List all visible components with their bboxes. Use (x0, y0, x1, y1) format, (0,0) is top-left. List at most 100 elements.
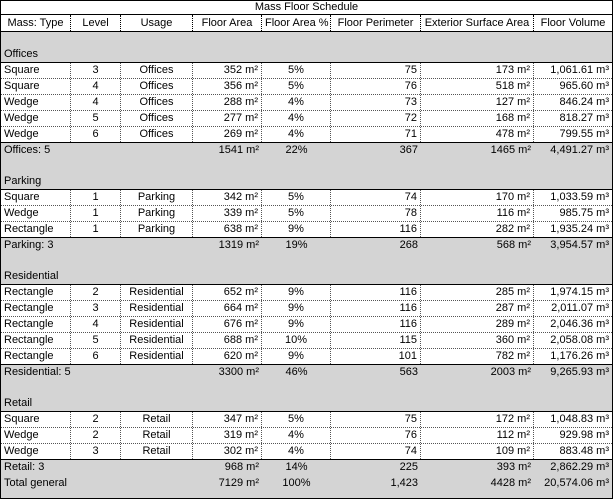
cell-perim: 75 (331, 412, 421, 427)
group-subtotal-row: Residential: 5 3300 m² 46% 563 2003 m² 9,265.… (1, 365, 612, 381)
cell-area: 342 m² (193, 190, 262, 205)
cell-perim: 225 (399, 461, 418, 473)
group-header-row[interactable]: Retail (1, 396, 612, 412)
cell-area: 968 m² (224, 461, 259, 473)
group-header-row[interactable]: Parking (1, 174, 612, 190)
column-level-header[interactable]: Level (71, 15, 121, 31)
cell-perim: 116 (331, 301, 421, 316)
cell-pct: 5% (262, 206, 331, 221)
cell-usage: Retail (121, 444, 193, 459)
group-label: Parking (4, 175, 42, 187)
column-mass-type-header[interactable]: Mass: Type (1, 15, 71, 31)
table-row[interactable]: Rectangle 1 Parking 638 m² 9% 116 282 m² 1,935.… (1, 222, 612, 238)
cell-ext: 1465 m² (490, 144, 531, 156)
group-label: Retail (4, 397, 33, 409)
table-row[interactable]: Wedge 2 Retail 319 m² 4% 76 112 m² 929.98 m³ (1, 428, 612, 444)
cell-area: 664 m² (193, 301, 262, 316)
cell-area: 638 m² (193, 222, 262, 237)
table-row[interactable]: Wedge 3 Retail 302 m² 4% 74 109 m² 883.48 m³ (1, 444, 612, 460)
cell-perim: 116 (331, 317, 421, 332)
table-row[interactable]: Wedge 5 Offices 277 m² 4% 72 168 m² 818.27 m³ (1, 111, 612, 127)
cell-ext: 289 m² (421, 317, 534, 332)
cell-pct: 4% (262, 428, 331, 443)
cell-vol: 818.27 m³ (559, 112, 609, 124)
cell-ext: 4428 m² (490, 477, 531, 489)
cell-vol: 2,862.29 m³ (550, 461, 609, 473)
table-row[interactable]: Rectangle 6 Residential 620 m² 9% 101 782 m² 1,… (1, 349, 612, 365)
cell-level (71, 476, 121, 493)
cell-perim: 367 (399, 144, 418, 156)
cell-pct: 9% (262, 222, 331, 237)
cell-usage: Residential (121, 317, 193, 332)
table-row[interactable]: Wedge 1 Parking 339 m² 5% 78 116 m² 985.75 m³ (1, 206, 612, 222)
cell-level: 6 (71, 127, 121, 142)
group-header-row[interactable]: Offices (1, 47, 612, 63)
column-floor-area-pct-header[interactable]: Floor Area % (262, 15, 331, 31)
cell-ext: 360 m² (421, 333, 534, 348)
cell-area: 277 m² (193, 111, 262, 126)
cell-ext: 172 m² (421, 412, 534, 427)
group-header-row[interactable]: Residential (1, 269, 612, 285)
table-row[interactable]: Square 2 Retail 347 m² 5% 75 172 m² 1,048.83 m³ (1, 412, 612, 428)
cell-ext: 173 m² (421, 63, 534, 78)
cell-usage: Residential (121, 333, 193, 348)
cell-pct: 5% (262, 190, 331, 205)
cell-usage: Retail (121, 412, 193, 427)
column-floor-volume-header[interactable]: Floor Volume (540, 17, 606, 29)
cell-area: 288 m² (193, 95, 262, 110)
group-subtotal-row: Retail: 3 968 m² 14% 225 393 m² 2,862.29 m³ (1, 460, 612, 476)
cell-type: Rectangle (1, 349, 71, 364)
cell-type: Total general (4, 477, 67, 489)
column-floor-area-header[interactable]: Floor Area (193, 15, 262, 31)
cell-type: Offices: 5 (4, 144, 51, 156)
cell-ext: 112 m² (421, 428, 534, 443)
cell-perim: 74 (331, 444, 421, 459)
column-exterior-surface-area-header[interactable]: Exterior Surface Area (421, 15, 534, 31)
cell-level: 4 (71, 95, 121, 110)
cell-vol: 9,265.93 m³ (550, 366, 609, 378)
table-row[interactable]: Rectangle 5 Residential 688 m² 10% 115 360 m² 2… (1, 333, 612, 349)
table-row[interactable]: Wedge 4 Offices 288 m² 4% 73 127 m² 846.24 m³ (1, 95, 612, 111)
cell-usage (121, 365, 193, 381)
group-spacer (1, 254, 612, 269)
column-usage-header[interactable]: Usage (121, 15, 193, 31)
cell-perim: 563 (399, 366, 418, 378)
schedule-title: Mass Floor Schedule (1, 1, 612, 15)
table-row[interactable]: Rectangle 3 Residential 664 m² 9% 116 287 m² 2,… (1, 301, 612, 317)
cell-vol: 846.24 m³ (559, 96, 609, 108)
cell-usage: Residential (121, 285, 193, 300)
cell-usage: Parking (121, 206, 193, 221)
cell-area: 1541 m² (218, 144, 259, 156)
cell-usage: Parking (121, 190, 193, 205)
table-row[interactable]: Rectangle 2 Residential 652 m² 9% 116 285 m² 1,… (1, 285, 612, 301)
table-header-row: Mass: Type Level Usage Floor Area Floor Area… (1, 15, 612, 32)
table-row[interactable]: Square 4 Offices 356 m² 5% 76 518 m² 965.60 m³ (1, 79, 612, 95)
group-spacer (1, 159, 612, 174)
cell-area: 269 m² (193, 127, 262, 142)
cell-level: 1 (71, 206, 121, 221)
cell-area: 688 m² (193, 333, 262, 348)
cell-level: 4 (71, 317, 121, 332)
cell-ext: 109 m² (421, 444, 534, 459)
table-row[interactable]: Square 3 Offices 352 m² 5% 75 173 m² 1,061.61 m… (1, 63, 612, 79)
cell-area: 1319 m² (218, 239, 259, 251)
cell-vol: 1,033.59 m³ (550, 191, 609, 203)
group-label: Offices (4, 48, 39, 60)
table-row[interactable]: Rectangle 4 Residential 676 m² 9% 116 289 m² 2,… (1, 317, 612, 333)
table-row[interactable]: Wedge 6 Offices 269 m² 4% 71 478 m² 799.55 m³ (1, 127, 612, 143)
cell-pct: 5% (262, 79, 331, 94)
cell-ext: 287 m² (421, 301, 534, 316)
cell-area: 652 m² (193, 285, 262, 300)
cell-ext: 782 m² (421, 349, 534, 364)
cell-pct: 10% (262, 333, 331, 348)
cell-perim: 101 (331, 349, 421, 364)
cell-type: Square (1, 63, 71, 78)
grand-total-row: Total general 7129 m² 100% 1,423 4428 m² 20,5… (1, 476, 612, 493)
cell-level (71, 460, 121, 476)
cell-usage (121, 143, 193, 159)
group-subtotal-row: Offices: 5 1541 m² 22% 367 1465 m² 4,491.27 m… (1, 143, 612, 159)
column-floor-perimeter-header[interactable]: Floor Perimeter (331, 15, 421, 31)
cell-ext: 127 m² (421, 95, 534, 110)
cell-ext: 285 m² (421, 285, 534, 300)
table-row[interactable]: Square 1 Parking 342 m² 5% 74 170 m² 1,033.59 m… (1, 190, 612, 206)
